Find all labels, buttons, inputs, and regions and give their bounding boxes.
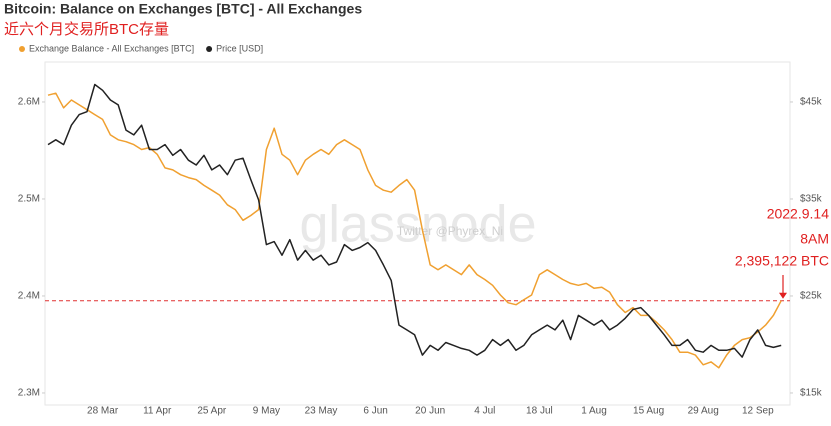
x-tick-label: 6 Jun: [363, 406, 387, 417]
annotation: 8AM: [800, 231, 829, 247]
y2-tick-label: $45k: [800, 97, 823, 108]
x-tick-label: 12 Sep: [742, 406, 774, 417]
legend-label: Exchange Balance - All Exchanges [BTC]: [29, 43, 194, 53]
annotation-arrowhead: [779, 292, 787, 299]
x-tick-label: 1 Aug: [581, 406, 607, 417]
x-tick-label: 23 May: [305, 406, 338, 417]
plot-frame: [44, 61, 791, 406]
x-tick-label: 25 Apr: [197, 406, 227, 417]
y2-tick-label: $35k: [800, 194, 823, 205]
x-tick-label: 11 Apr: [143, 406, 172, 417]
series-line: [47, 92, 782, 369]
series-line: [47, 83, 782, 358]
x-tick-label: 9 May: [253, 406, 280, 417]
y-tick-label: 2.5M: [18, 194, 40, 205]
watermark-credit: Twitter @Phyrex_Ni: [397, 224, 503, 238]
y2-tick-label: $15k: [800, 388, 823, 399]
annotation: 2,395,122 BTC: [735, 253, 829, 269]
legend-marker: [206, 46, 213, 52]
y-tick-label: 2.3M: [18, 388, 40, 399]
x-tick-label: 29 Aug: [688, 406, 719, 417]
chart-subtitle: 近六个月交易所BTC存量: [4, 20, 169, 38]
y-tick-label: 2.6M: [18, 97, 40, 108]
x-tick-label: 20 Jun: [415, 406, 445, 417]
annotation: 2022.9.14: [767, 206, 829, 222]
x-tick-label: 4 Jul: [474, 406, 495, 417]
x-tick-label: 28 Mar: [87, 406, 119, 417]
y2-tick-label: $25k: [800, 291, 823, 302]
chart-title: Bitcoin: Balance on Exchanges [BTC] - Al…: [4, 1, 362, 17]
legend-label: Price [USD]: [216, 43, 263, 53]
x-tick-label: 18 Jul: [526, 406, 553, 417]
legend-marker: [19, 46, 25, 52]
x-tick-label: 15 Aug: [633, 406, 664, 417]
y-tick-label: 2.4M: [18, 291, 40, 302]
